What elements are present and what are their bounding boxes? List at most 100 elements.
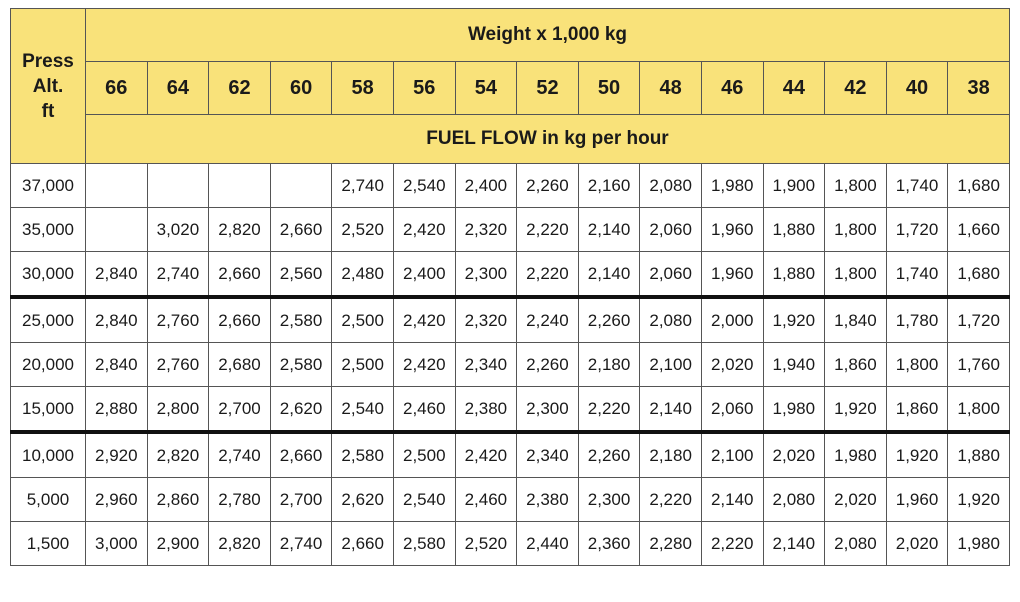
fuel-flow-cell: 2,540 (392, 163, 456, 208)
fuel-flow-cell: 1,860 (824, 342, 887, 387)
fuel-flow-cell: 2,140 (577, 207, 641, 252)
fuel-flow-cell: 1,860 (885, 386, 949, 434)
fuel-flow-cell: 2,080 (824, 521, 887, 566)
fuel-flow-cell: 2,020 (885, 521, 949, 566)
fuel-flow-cell: 2,460 (392, 386, 456, 434)
weight-header-cell: 66 (85, 61, 148, 115)
fuel-flow-cell (208, 163, 271, 208)
fuel-flow-cell: 2,820 (208, 207, 271, 252)
fuel-flow-cell: 1,920 (762, 296, 826, 343)
weight-header-cell: 50 (577, 61, 641, 115)
weight-header-cell: 54 (454, 61, 518, 115)
fuel-flow-cell: 2,300 (577, 477, 641, 522)
fuel-flow-cell: 2,760 (146, 342, 210, 387)
table-row: 1,500 3,000 2,900 2,820 2,740 2,660 2,580 2,520… (10, 521, 1010, 566)
fuel-flow-cell: 2,580 (269, 342, 333, 387)
fuel-flow-cell: 2,500 (331, 342, 394, 387)
fuel-flow-cell: 2,340 (516, 431, 579, 478)
fuel-flow-cell: 2,360 (577, 521, 641, 566)
fuel-flow-cell: 1,680 (947, 251, 1010, 299)
fuel-flow-cell: 2,580 (331, 431, 394, 478)
fuel-flow-cell: 2,840 (85, 342, 148, 387)
fuel-flow-cell: 2,320 (454, 207, 518, 252)
fuel-flow-cell: 1,740 (885, 251, 949, 299)
weight-header-cell: 40 (885, 61, 949, 115)
fuel-flow-cell: 1,720 (947, 296, 1010, 343)
weight-header-cell: 46 (700, 61, 764, 115)
altitude-cell: 10,000 (10, 431, 86, 478)
fuel-flow-cell: 2,420 (392, 296, 456, 343)
fuel-flow-cell: 2,660 (208, 296, 271, 343)
fuel-flow-cell: 2,060 (700, 386, 764, 434)
fuel-flow-cell: 1,960 (700, 207, 764, 252)
fuel-flow-cell: 2,160 (577, 163, 641, 208)
fuel-flow-cell: 2,960 (85, 477, 148, 522)
fuel-flow-cell: 2,880 (85, 386, 148, 434)
table-row: 5,000 2,960 2,860 2,780 2,700 2,620 2,540 2,460… (10, 477, 1010, 522)
fuel-flow-cell: 2,340 (454, 342, 518, 387)
fuel-flow-cell: 2,620 (269, 386, 333, 434)
weight-header-cell: 38 (947, 61, 1010, 115)
altitude-cell: 15,000 (10, 386, 86, 434)
fuel-flow-cell: 2,840 (85, 296, 148, 343)
fuel-flow-cell: 2,180 (577, 342, 641, 387)
fuel-flow-cell: 2,740 (208, 431, 271, 478)
fuel-flow-cell: 2,260 (516, 342, 579, 387)
fuel-flow-cell: 1,920 (885, 431, 949, 478)
fuel-flow-cell: 2,580 (392, 521, 456, 566)
fuel-flow-cell: 2,180 (639, 431, 702, 478)
press-alt-label-line-3: ft (41, 100, 55, 122)
fuel-flow-cell: 2,080 (639, 163, 702, 208)
fuel-flow-cell: 2,540 (392, 477, 456, 522)
table-row: 30,000 2,840 2,740 2,660 2,560 2,480 2,400 2,30… (10, 251, 1010, 299)
fuel-flow-cell: 1,980 (762, 386, 826, 434)
fuel-flow-cell: 1,840 (824, 296, 887, 343)
fuel-flow-cell: 2,020 (824, 477, 887, 522)
fuel-flow-cell: 2,060 (639, 251, 702, 299)
table-body: 37,000 2,740 2,540 2,400 2,260 2,160 2,080 1,98… (10, 163, 1010, 566)
table-row: 10,000 2,920 2,820 2,740 2,660 2,580 2,500 2,42… (10, 431, 1010, 478)
fuel-flow-cell: 2,520 (454, 521, 518, 566)
fuel-flow-cell: 2,800 (146, 386, 210, 434)
fuel-flow-cell: 3,020 (146, 207, 210, 252)
fuel-flow-cell: 1,880 (947, 431, 1010, 478)
altitude-cell: 35,000 (10, 207, 86, 252)
fuel-flow-cell: 2,260 (516, 163, 579, 208)
fuel-flow-cell: 2,660 (208, 251, 271, 299)
altitude-cell: 1,500 (10, 521, 86, 566)
fuel-flow-cell: 2,140 (700, 477, 764, 522)
altitude-cell: 25,000 (10, 296, 86, 343)
fuel-flow-cell: 2,400 (392, 251, 456, 299)
altitude-cell: 37,000 (10, 163, 86, 208)
fuel-flow-cell: 2,020 (700, 342, 764, 387)
fuel-flow-cell: 2,780 (208, 477, 271, 522)
fuel-flow-cell (85, 207, 148, 252)
fuel-flow-table: Press Alt. ft Weight x 1,000 kg 66 64 62 60… (10, 8, 1010, 566)
fuel-flow-cell: 2,500 (331, 296, 394, 343)
fuel-flow-cell: 1,780 (885, 296, 949, 343)
fuel-flow-cell (85, 163, 148, 208)
fuel-flow-cell: 1,760 (947, 342, 1010, 387)
fuel-flow-cell: 2,920 (85, 431, 148, 478)
altitude-cell: 5,000 (10, 477, 86, 522)
fuel-flow-cell: 2,020 (762, 431, 826, 478)
table-row: 25,000 2,840 2,760 2,660 2,580 2,500 2,420 2,32… (10, 296, 1010, 343)
weight-header-cell: 42 (824, 61, 887, 115)
weight-title: Weight x 1,000 kg (85, 8, 1010, 62)
press-alt-label-line-2: Alt. (32, 75, 64, 97)
fuel-flow-cell: 2,240 (516, 296, 579, 343)
fuel-flow-cell: 2,540 (331, 386, 394, 434)
fuel-flow-cell: 2,100 (639, 342, 702, 387)
fuel-flow-cell: 1,800 (885, 342, 949, 387)
weight-header-cell: 60 (269, 61, 333, 115)
fuel-flow-cell: 1,800 (824, 163, 887, 208)
weight-header-cell: 52 (516, 61, 579, 115)
fuel-flow-cell: 2,900 (146, 521, 210, 566)
fuel-flow-cell: 1,800 (824, 207, 887, 252)
fuel-flow-cell: 2,080 (762, 477, 826, 522)
fuel-flow-cell: 1,680 (947, 163, 1010, 208)
fuel-flow-cell: 2,440 (516, 521, 579, 566)
fuel-flow-cell: 2,140 (577, 251, 641, 299)
fuel-flow-cell: 2,840 (85, 251, 148, 299)
fuel-flow-cell: 1,980 (824, 431, 887, 478)
